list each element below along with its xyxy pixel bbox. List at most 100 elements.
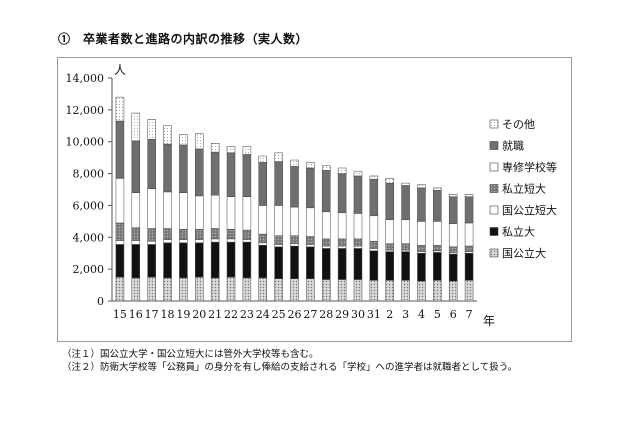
bar-segment-5 [210, 151, 220, 196]
x-tick-label: 22 [224, 308, 238, 321]
bar-segment-1 [179, 242, 188, 279]
bar-segment-2 [337, 245, 347, 249]
bar-segment-0 [258, 277, 268, 302]
x-tick-label: 29 [335, 308, 349, 321]
bar-segment-4 [433, 221, 442, 246]
bar-segment-0 [433, 280, 442, 302]
bar-segment-0 [131, 277, 141, 302]
bar-segment-3 [401, 243, 410, 251]
bar-segment-3 [147, 228, 156, 242]
bar-segment-1 [163, 242, 172, 279]
bar-segment-1 [385, 251, 394, 281]
bar-segment-6 [163, 125, 172, 145]
bar-segment-5 [242, 154, 252, 197]
bar-segment-2 [321, 245, 331, 249]
x-tick-label: 23 [240, 308, 254, 321]
bar-segment-4 [242, 196, 252, 231]
bar-segment-1 [464, 252, 474, 281]
y-tick-label: 6,000 [73, 199, 105, 212]
bar-segment-5 [401, 185, 410, 221]
bar-segment-0 [274, 278, 283, 302]
bar-segment-0 [163, 277, 172, 302]
bar-segment-3 [337, 238, 347, 247]
x-tick-label: 5 [434, 308, 441, 321]
bar-segment-3 [163, 228, 172, 240]
bar-segment-4 [179, 192, 188, 230]
bar-segment-5 [337, 173, 347, 213]
bar-segment-0 [353, 279, 363, 302]
bar-segment-2 [115, 240, 125, 245]
bar-segment-3 [369, 241, 379, 249]
bar-segment-6 [195, 133, 204, 150]
x-tick-label: 4 [418, 308, 425, 321]
bar-segment-5 [179, 144, 188, 193]
bar-segment-2 [147, 241, 156, 245]
bar-segment-4 [306, 207, 315, 237]
bar-segment-5 [115, 120, 125, 179]
bar-segment-4 [226, 196, 236, 230]
bar-segment-5 [464, 196, 474, 224]
y-tick-label: 14,000 [66, 72, 105, 85]
note-1: （注１）国公立大学・国公立短大には管外大学校等も含む。 [62, 349, 319, 360]
bar-segment-0 [290, 278, 299, 302]
x-tick-label: 17 [145, 308, 159, 321]
legend-label: 就職 [502, 139, 524, 153]
bar-segment-0 [195, 276, 204, 302]
x-tick-label: 20 [192, 308, 206, 321]
bar-segment-1 [226, 241, 236, 278]
bar-segment-5 [321, 170, 331, 213]
y-tick-label: 8,000 [73, 168, 105, 181]
legend-swatch [489, 205, 499, 215]
legend-swatch [489, 141, 499, 150]
legend-label: その他 [502, 118, 535, 131]
bar-segment-4 [321, 211, 331, 240]
stacked-bar-chart: 0 2,000 4,000 6,000 8,000 10,000 12,000 14,000 人… [66, 63, 558, 328]
bar-segment-6 [306, 162, 315, 169]
bar-segment-3 [242, 229, 252, 240]
x-tick-label: 19 [176, 308, 190, 321]
bar-segment-6 [321, 165, 331, 171]
bar-segment-4 [369, 215, 379, 242]
y-tick-label: 4,000 [73, 231, 105, 244]
x-tick-label: 30 [351, 308, 365, 321]
bar-segment-5 [385, 182, 394, 221]
bar-segment-0 [226, 276, 236, 302]
bar-segment-1 [290, 245, 299, 279]
legend-label: 国公立大 [502, 246, 546, 260]
bar-segment-4 [195, 195, 204, 230]
bar-segment-0 [448, 280, 458, 302]
bar-segment-6 [369, 175, 379, 180]
bar-segment-3 [417, 245, 426, 252]
bar-segment-0 [321, 279, 331, 302]
bar-segment-6 [147, 119, 156, 140]
bar-segment-3 [321, 238, 331, 247]
bar-segment-2 [179, 239, 188, 244]
bar-segment-1 [401, 251, 410, 281]
bar-segment-4 [401, 219, 410, 244]
legend-swatch [489, 162, 499, 172]
bar-segment-1 [417, 252, 426, 282]
x-tick-label: 7 [466, 308, 473, 321]
bar-segment-4 [290, 206, 299, 236]
bar-segment-4 [417, 221, 426, 246]
x-tick-label: 15 [113, 308, 127, 321]
bar-segment-4 [147, 188, 156, 229]
x-tick-label: 27 [303, 308, 317, 321]
bar-segment-3 [210, 228, 220, 240]
x-tick-label: 25 [272, 308, 286, 321]
bar-segment-4 [385, 219, 394, 244]
x-tick-label: 6 [450, 308, 457, 321]
bar-segment-2 [369, 248, 379, 252]
bar-segment-3 [385, 243, 394, 251]
x-tick-label: 3 [402, 308, 409, 321]
bar-segment-3 [115, 222, 125, 241]
bar-segment-0 [242, 277, 252, 302]
bar-segment-1 [195, 242, 204, 278]
bar-segment-1 [369, 250, 379, 281]
bar-segment-2 [163, 239, 172, 244]
legend-swatch [489, 248, 499, 258]
bar-segment-5 [258, 162, 268, 206]
bar-segment-2 [258, 242, 268, 246]
bar-segment-5 [274, 161, 283, 206]
bar-segment-1 [242, 241, 252, 279]
